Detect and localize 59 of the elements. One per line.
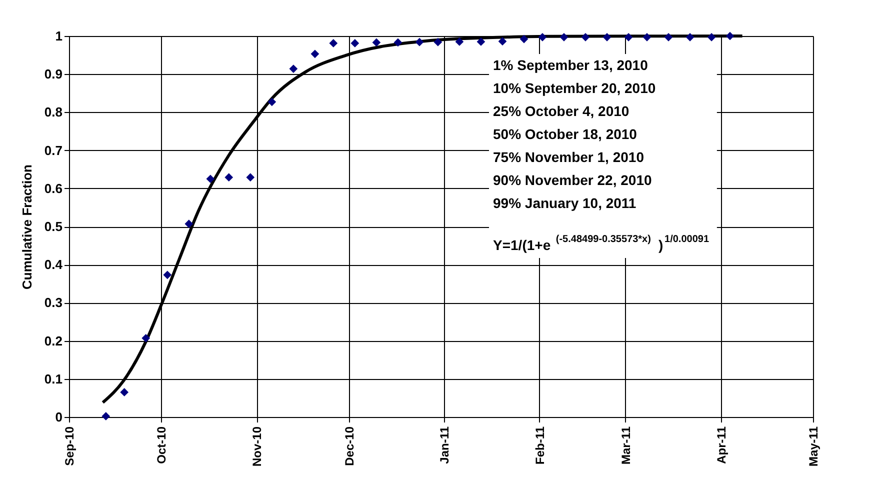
x-tick-label: Apr-11 [714, 426, 728, 464]
point [434, 38, 442, 46]
annotation: 10% September 20, 2010 [493, 80, 656, 96]
point [538, 32, 547, 42]
x-tick-label: Dec-10 [342, 426, 356, 466]
point [246, 173, 255, 182]
point [142, 334, 150, 342]
annotation: 1% September 13, 2010 [493, 57, 648, 73]
y-tick-label: 0.3 [44, 295, 62, 310]
y-tick-label: 0.6 [44, 180, 62, 196]
y-axis-title: Cumulative Fraction [19, 164, 34, 290]
y-tick-label: 0.8 [44, 104, 62, 120]
point [350, 39, 360, 48]
point [268, 98, 276, 106]
y-tick-label: 0.1 [44, 371, 62, 386]
x-tick-label: Oct-10 [154, 426, 169, 464]
x-tick-label: May-11 [806, 426, 820, 467]
point [455, 38, 464, 46]
point [707, 32, 716, 42]
point [163, 270, 172, 280]
point [476, 38, 486, 46]
point [120, 388, 129, 396]
annotation: 90% November 22, 2010 [493, 172, 652, 188]
point [624, 32, 633, 42]
y-tick-label: 0.7 [44, 142, 62, 158]
point [329, 39, 338, 48]
point [415, 38, 424, 46]
x-tick-label: Sep-10 [62, 426, 76, 466]
point [184, 220, 194, 228]
point [686, 32, 694, 42]
y-tick-label: 0.2 [44, 333, 62, 348]
point [394, 38, 402, 47]
point [581, 32, 590, 42]
x-tick-label: Mar-11 [618, 426, 633, 465]
point [520, 34, 528, 44]
annotation: 25% October 4, 2010 [493, 103, 630, 119]
annotation: 75% November 1, 2010 [493, 149, 644, 165]
point [642, 32, 652, 42]
point [560, 32, 568, 42]
point [498, 37, 507, 46]
point [206, 174, 215, 184]
point [664, 32, 673, 42]
point [289, 64, 298, 73]
x-tick-label: Nov-10 [250, 426, 264, 467]
x-tick-label: Jan-11 [438, 426, 452, 464]
y-tick-label: 0.5 [44, 219, 62, 234]
point [726, 32, 734, 40]
point [372, 38, 381, 47]
x-tick-label: Feb-11 [532, 426, 547, 465]
y-tick-label: 0.4 [44, 257, 64, 272]
point [224, 173, 234, 182]
y-tick-label: 0.9 [44, 66, 62, 82]
point [310, 50, 320, 58]
point [602, 32, 612, 42]
y-tick-label: 0 [55, 410, 62, 424]
annotation: 99% January 10, 2011 [493, 195, 636, 211]
point [102, 412, 110, 420]
annotation: 50% October 18, 2010 [493, 126, 638, 142]
y-tick-label: 1 [55, 28, 62, 44]
